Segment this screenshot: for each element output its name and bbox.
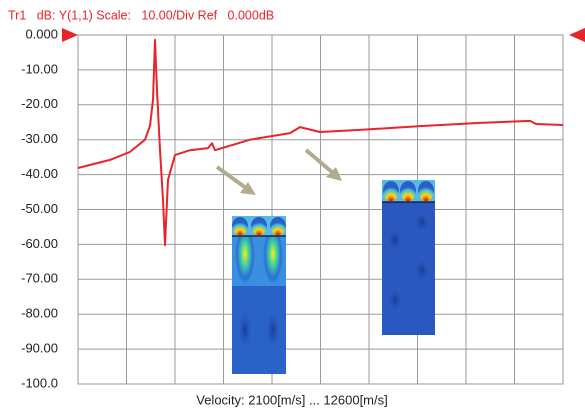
y-tick-label: -40.00	[21, 166, 58, 181]
y-tick-label: -50.00	[21, 201, 58, 216]
y-tick-label: -80.00	[21, 306, 58, 321]
mode-shape-inset	[382, 180, 435, 335]
y-tick-label: -20.00	[21, 96, 58, 111]
mode-shape-inset	[232, 216, 286, 374]
chart-title: Tr1 dB: Y(1,1) Scale: 10.00/Div Ref 0.00…	[8, 8, 274, 22]
y-tick-label: 0.000	[25, 26, 58, 41]
y-tick-label: -10.00	[21, 61, 58, 76]
ref-marker	[569, 28, 585, 42]
y-tick-label: -60.00	[21, 236, 58, 251]
y-tick-label: -100.0	[21, 375, 58, 390]
chart: Tr1 dB: Y(1,1) Scale: 10.00/Div Ref 0.00…	[0, 0, 585, 414]
y-tick-label: -30.00	[21, 131, 58, 146]
ref-marker	[62, 28, 78, 42]
y-tick-label: -70.00	[21, 271, 58, 286]
x-axis-label: Velocity: 2100[m/s] ... 12600[m/s]	[196, 392, 387, 407]
y-tick-label: -90.00	[21, 341, 58, 356]
